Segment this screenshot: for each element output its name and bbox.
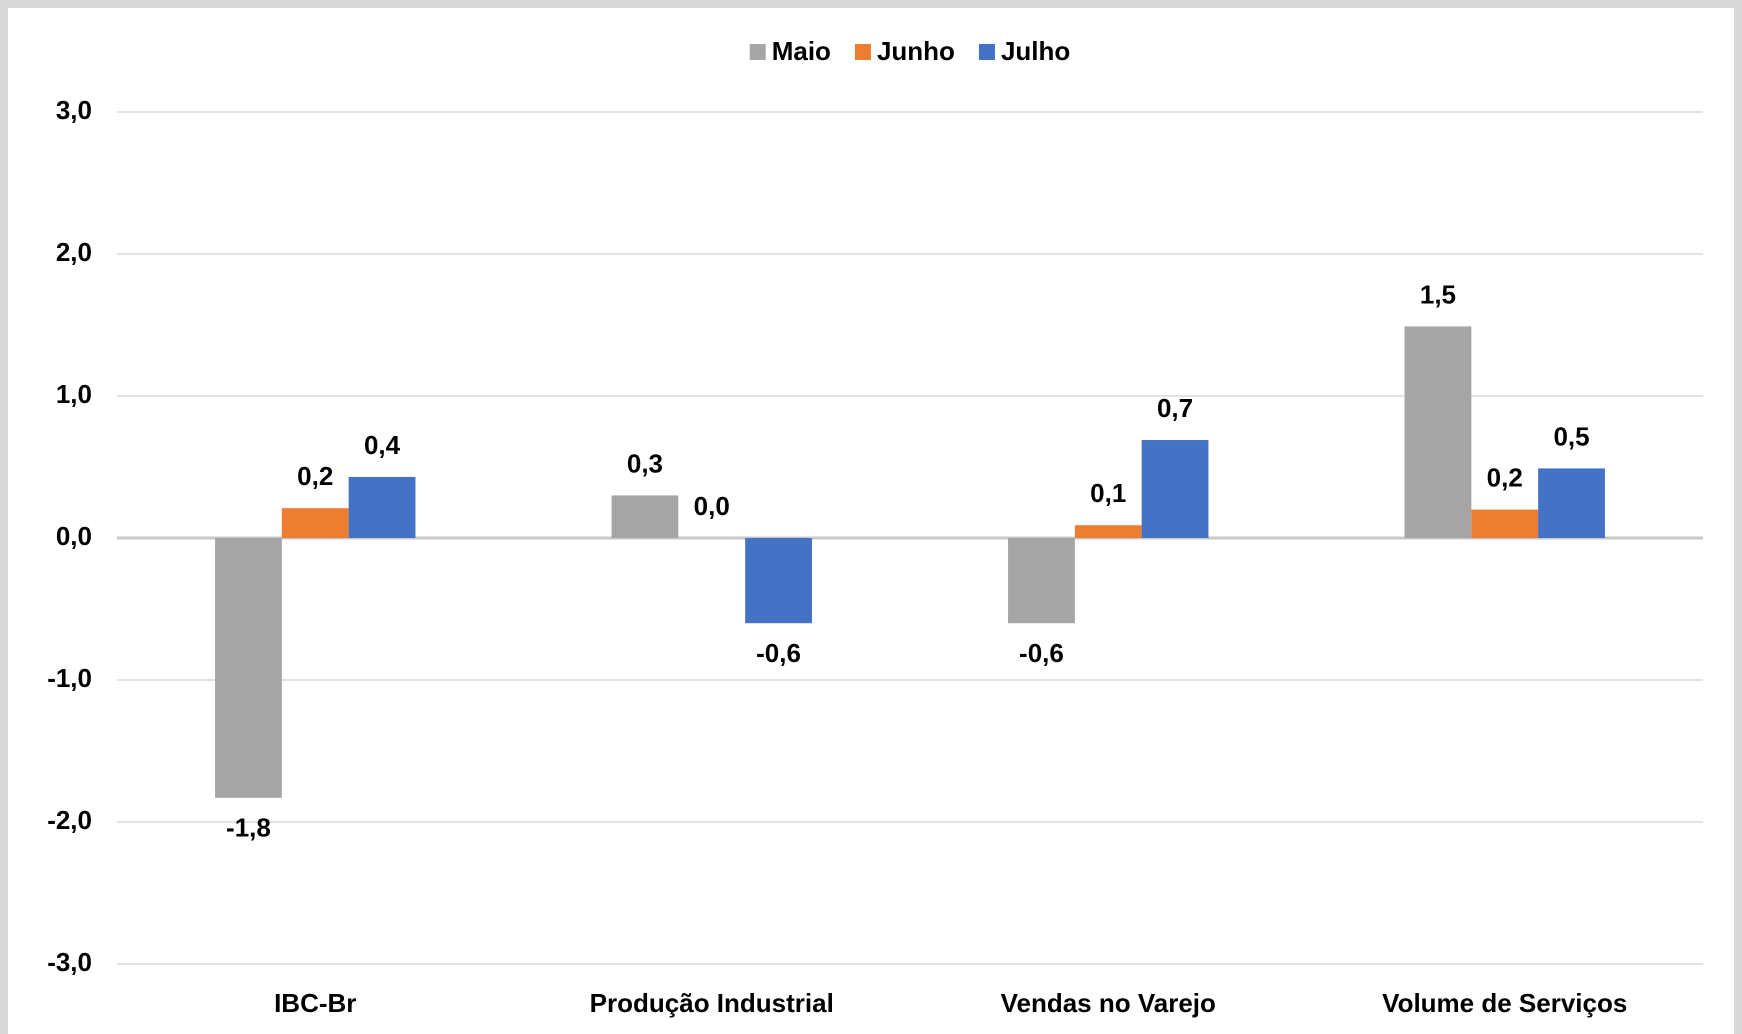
bar: [215, 538, 282, 798]
bar: [1074, 525, 1142, 538]
y-tick-label: 2,0: [56, 237, 92, 267]
bar: [348, 476, 416, 538]
data-label: 0,2: [297, 461, 333, 491]
x-tick-label: Produção Industrial: [590, 988, 834, 1018]
bar: [1471, 509, 1539, 538]
data-label: 0,4: [364, 430, 401, 460]
y-tick-label: 1,0: [56, 379, 92, 409]
data-label: -0,6: [756, 638, 801, 668]
data-label: 0,2: [1487, 462, 1523, 492]
bar: [611, 495, 679, 538]
x-tick-label: IBC-Br: [274, 988, 356, 1018]
data-label: 1,5: [1420, 279, 1456, 309]
y-tick-label: 0,0: [56, 521, 92, 551]
bar: [745, 538, 812, 624]
legend-swatch: [749, 44, 766, 60]
x-tick-label: Volume de Serviços: [1382, 988, 1627, 1018]
y-tick-label: -1,0: [47, 663, 92, 693]
legend-label: Junho: [877, 36, 955, 66]
legend-swatch: [854, 44, 871, 60]
data-label: 0,7: [1157, 393, 1193, 423]
y-tick-label: -3,0: [47, 947, 92, 977]
data-label: -1,8: [226, 813, 271, 843]
data-label: 0,0: [694, 491, 730, 521]
data-label: 0,3: [627, 448, 663, 478]
data-label: 0,5: [1553, 421, 1589, 451]
bar: [1538, 468, 1605, 538]
legend-swatch: [978, 44, 995, 60]
y-tick-label: -2,0: [47, 805, 92, 835]
x-tick-label: Vendas no Varejo: [1001, 988, 1216, 1018]
legend-label: Julho: [1001, 36, 1070, 66]
legend-label: Maio: [772, 36, 831, 66]
data-label: -0,6: [1019, 638, 1064, 668]
data-label: 0,1: [1090, 478, 1126, 508]
bar: [1404, 326, 1472, 538]
bar: [1141, 440, 1209, 538]
bar: [281, 508, 349, 538]
y-tick-label: 3,0: [56, 95, 92, 125]
bar: [1008, 538, 1075, 624]
